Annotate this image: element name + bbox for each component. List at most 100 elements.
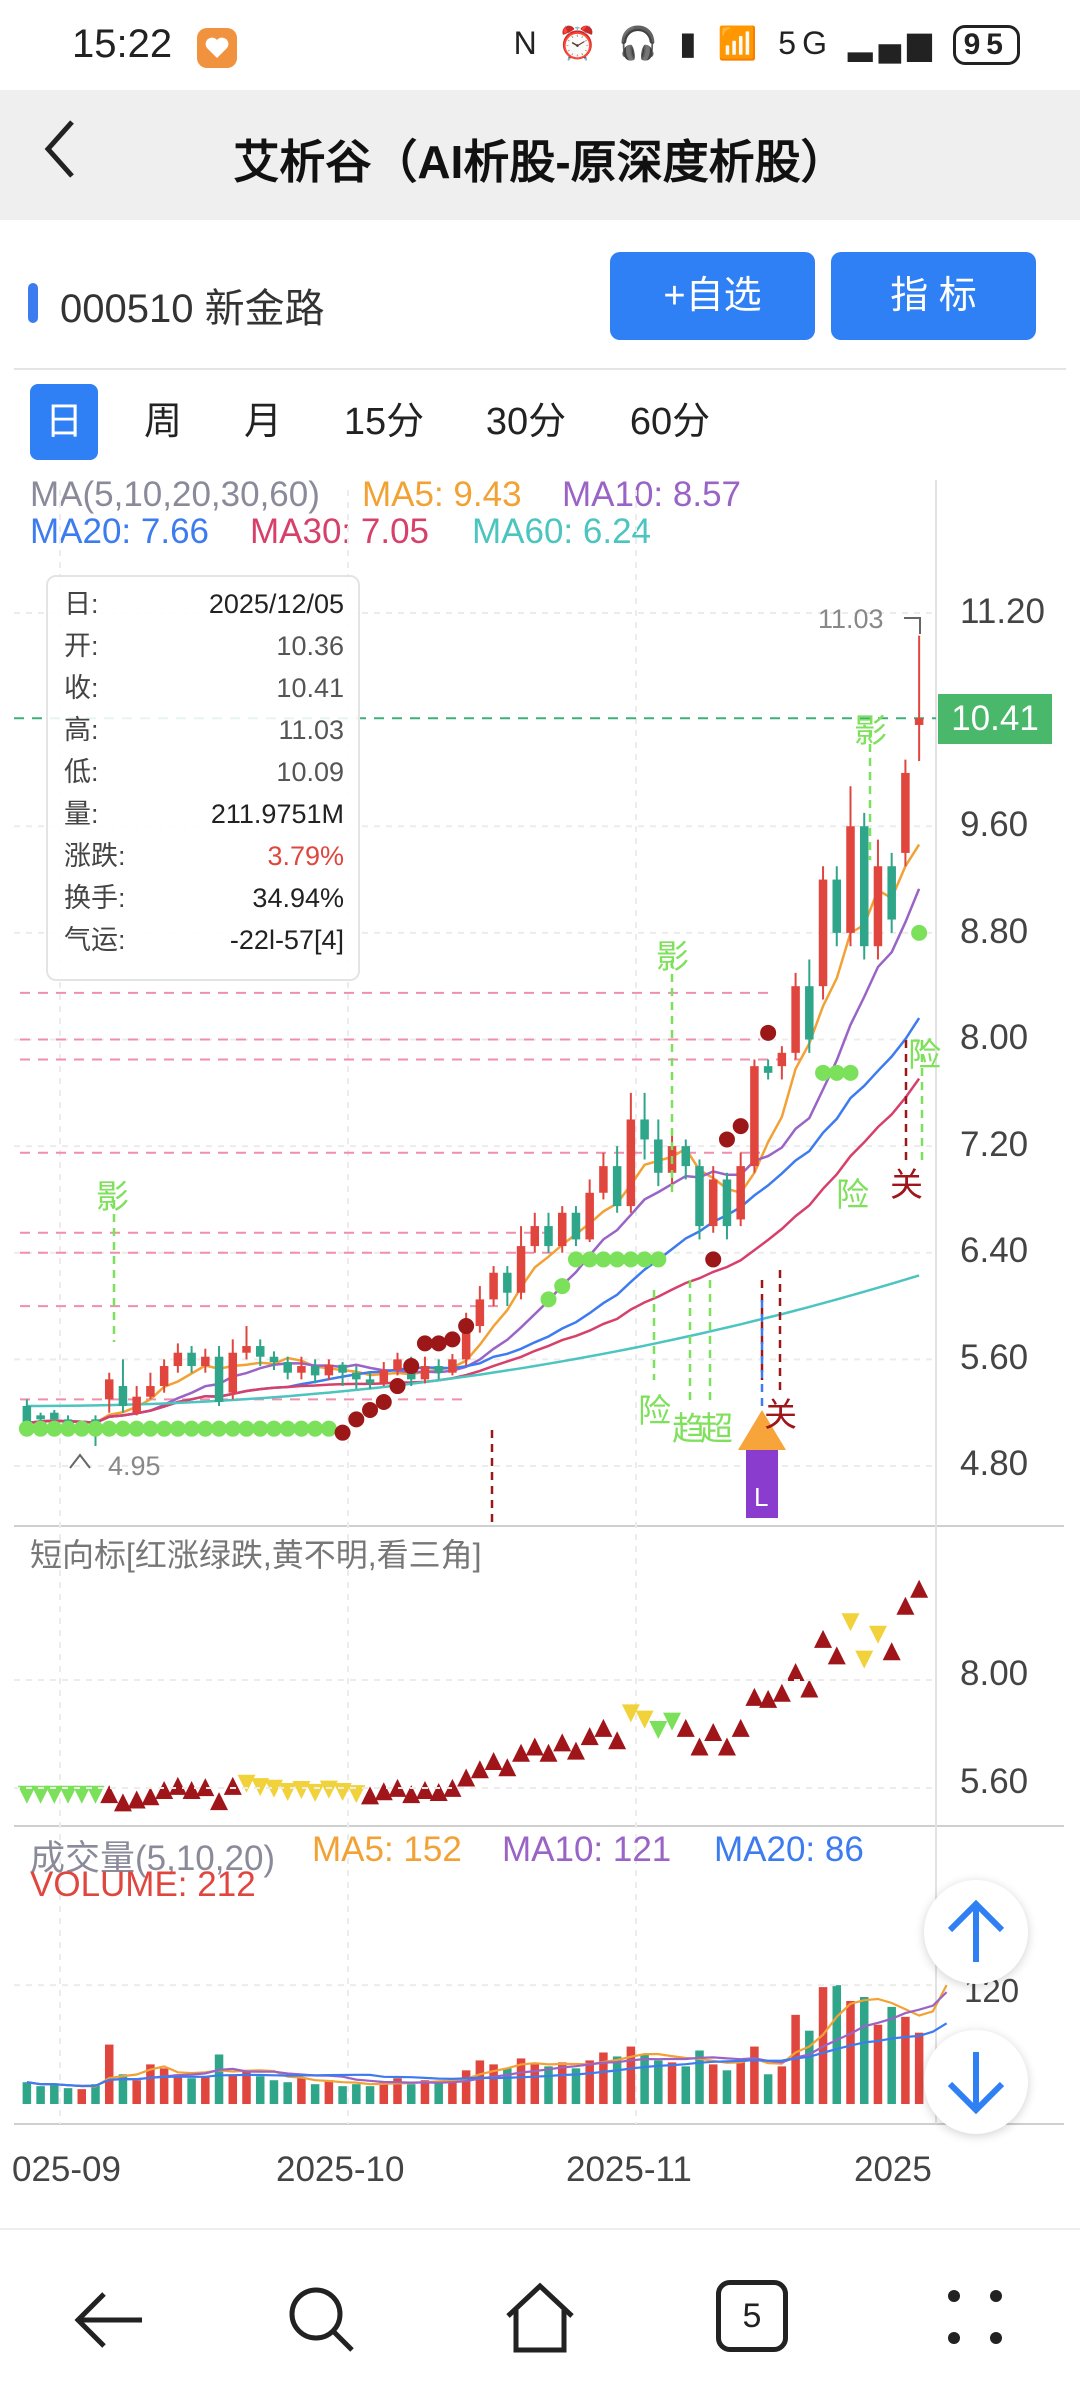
tab-month[interactable]: 月 [243, 401, 282, 443]
candle-body [201, 1356, 210, 1367]
volume-bar [585, 2060, 594, 2104]
short-indicator-triangle [402, 1785, 421, 1804]
candle-body [36, 1415, 45, 1420]
candle-body [736, 1166, 745, 1220]
short-indicator-triangle [745, 1687, 764, 1706]
signal-dot [224, 1420, 241, 1437]
signal-dot [128, 1420, 145, 1437]
ma5-line [26, 843, 921, 1425]
price-axis-label: 8.00 [960, 1018, 1029, 1057]
xian-label: 险 [836, 1176, 869, 1213]
candle-body [859, 826, 869, 947]
volume-bar [77, 2089, 87, 2104]
x-axis-label: 2025-11 [566, 2150, 692, 2189]
tabs-icon[interactable]: 5 [716, 2280, 788, 2352]
signal-dot [252, 1420, 269, 1437]
volume-bar [640, 2054, 649, 2104]
price-axis-label: 5.60 [960, 1338, 1029, 1377]
battery-level: 95 [963, 28, 1009, 61]
tab-60min[interactable]: 60分 [629, 401, 711, 443]
ma30-legend: MA30: 7.05 [250, 512, 429, 551]
candle-body [640, 1119, 649, 1140]
short-indicator-triangle [896, 1596, 915, 1615]
scroll-down-button[interactable] [924, 2030, 1028, 2134]
volume-bar [242, 2070, 251, 2104]
high-label: 11.03 [818, 604, 884, 634]
tooltip-key: 日: [64, 589, 99, 619]
indicator-button[interactable]: 指 标 [831, 252, 1036, 340]
candle-body [297, 1366, 306, 1373]
candle-body [805, 986, 814, 1040]
candle-body [626, 1119, 636, 1207]
candle-body [283, 1362, 292, 1373]
home-icon[interactable] [500, 2276, 580, 2360]
signal-dot [375, 1394, 392, 1411]
x-axis-label: 025-09 [12, 2150, 121, 2189]
volume-bar [324, 2080, 334, 2104]
short-indicator-triangle [196, 1778, 215, 1797]
short-indicator-triangle [470, 1760, 489, 1779]
signal-dot [842, 1064, 859, 1081]
volume-bar [283, 2082, 292, 2104]
ying-label: 影 [96, 1178, 129, 1215]
short-indicator-triangle [841, 1613, 860, 1632]
candle-body [379, 1370, 389, 1384]
ma5-legend: MA5: 9.43 [362, 475, 522, 514]
volume-bar [763, 2074, 773, 2104]
volume-value: VOLUME: 212 [30, 1865, 256, 1904]
signal-dot [622, 1251, 639, 1268]
candle-body [132, 1396, 141, 1413]
back-icon[interactable] [70, 2280, 150, 2360]
signal-dot [265, 1420, 282, 1437]
signal-dot [114, 1420, 131, 1437]
divider [14, 368, 1066, 370]
signal-dot [183, 1420, 200, 1437]
signal-dot [87, 1420, 104, 1437]
candle-body [461, 1326, 471, 1360]
short-indicator-triangle [415, 1780, 434, 1799]
short-indicator-triangle [594, 1718, 613, 1737]
candle-body [420, 1366, 430, 1380]
tooltip-key: 高: [64, 715, 99, 745]
short-indicator-triangle [347, 1785, 366, 1804]
volume-bar [104, 2044, 114, 2104]
tab-day[interactable]: 日 [30, 384, 98, 460]
price-axis-label: 7.20 [960, 1125, 1029, 1164]
tooltip-row: 量: 211.9751M [64, 793, 344, 835]
short-indicator-triangle [580, 1727, 599, 1746]
tab-30min[interactable]: 30分 [485, 401, 567, 443]
signal-dot [828, 1064, 845, 1081]
add-watchlist-button[interactable]: +自选 [610, 252, 815, 340]
candle-body [544, 1226, 553, 1247]
volume-title: 成交量(5,10,20) [30, 1839, 276, 1878]
candle-body [722, 1179, 732, 1227]
signal-dot [650, 1251, 667, 1268]
volume-bar [887, 2006, 896, 2104]
candle-body [269, 1356, 279, 1363]
signal-dot [416, 1335, 433, 1352]
volume-bar [255, 2076, 265, 2104]
candle-body [832, 879, 842, 933]
scroll-up-button[interactable] [924, 1880, 1028, 1984]
search-icon[interactable] [282, 2280, 362, 2360]
candle-body [654, 1139, 663, 1173]
candle-body [818, 879, 828, 987]
high-arrow-icon [904, 617, 921, 634]
page-title: 艾析谷（AI析股-原深度析股） [233, 136, 847, 188]
tooltip-key: 收: [64, 673, 99, 703]
volume-bar [544, 2066, 553, 2104]
stock-chart[interactable] [0, 460, 1080, 2228]
candle-body [173, 1352, 183, 1367]
tab-15min[interactable]: 15分 [343, 401, 425, 443]
tooltip-key: 量: [64, 799, 99, 829]
short-indicator-triangle [86, 1785, 105, 1804]
status-icons: N ⏰ 🎧 ▮ 📶 5G ▂▄▆ 95 [514, 24, 1020, 65]
signal-dot [293, 1420, 310, 1437]
candle-body [571, 1212, 581, 1240]
volume-bar [489, 2064, 498, 2104]
chao-label: 超 [700, 1410, 733, 1447]
back-arrow-icon[interactable] [36, 114, 86, 199]
support-lines [20, 991, 800, 1401]
menu-icon[interactable] [940, 2282, 1010, 2352]
tab-week[interactable]: 周 [143, 401, 182, 443]
